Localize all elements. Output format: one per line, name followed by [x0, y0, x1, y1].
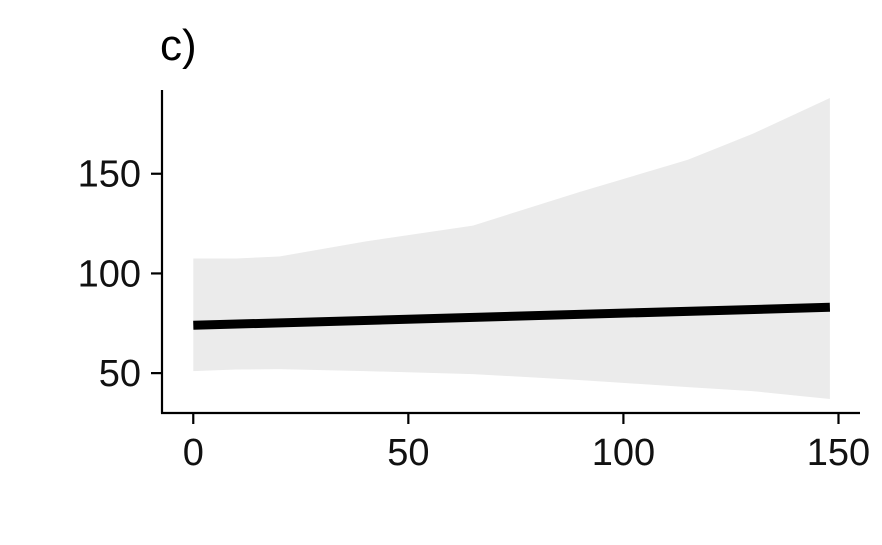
x-tick-label: 0: [183, 432, 204, 474]
y-tick-label: 50: [99, 353, 141, 395]
y-tick-label: 150: [78, 154, 141, 196]
x-tick-label: 100: [592, 432, 655, 474]
panel-label: c): [160, 21, 197, 70]
x-tick-label: 50: [387, 432, 429, 474]
x-tick-label: 150: [807, 432, 870, 474]
confidence-band: [193, 98, 830, 399]
y-tick-label: 100: [78, 253, 141, 295]
y-axis-ticks: 50 100 150: [78, 154, 161, 395]
x-axis-ticks: 0 50 100 150: [183, 413, 870, 474]
fitted-line: [193, 302, 831, 330]
